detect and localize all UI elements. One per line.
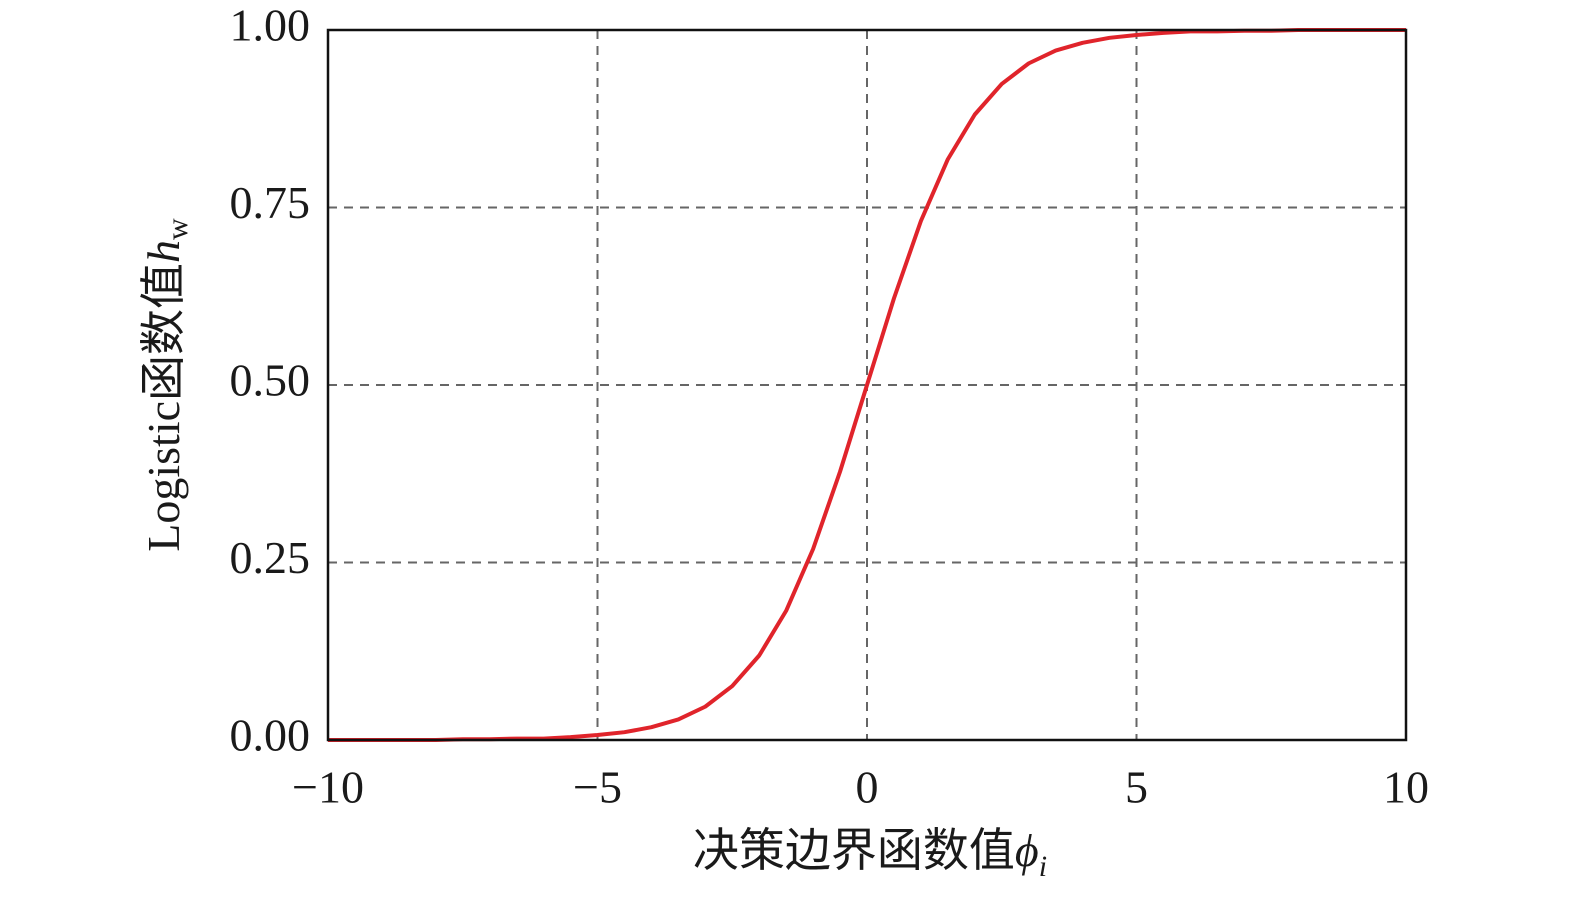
x-label-text: 决策边界函数值 xyxy=(693,825,1015,876)
x-tick-label: −5 xyxy=(573,762,622,813)
x-label-subscript: i xyxy=(1039,850,1047,883)
y-label-symbol: h xyxy=(138,240,189,263)
y-axis-label: Logistic函数值hw xyxy=(138,218,194,552)
y-tick-label: 0.00 xyxy=(230,710,311,761)
y-tick-label: 1.00 xyxy=(230,0,311,51)
y-label-text: Logistic函数值 xyxy=(138,263,189,552)
x-tick-label: 5 xyxy=(1125,762,1148,813)
x-axis-label: 决策边界函数值ϕi xyxy=(693,825,1047,883)
y-label-subscript: w xyxy=(161,218,194,240)
y-tick-label: 0.50 xyxy=(230,355,311,406)
x-tick-label: 10 xyxy=(1383,762,1429,813)
y-tick-label: 0.25 xyxy=(230,532,311,583)
x-tick-label: −10 xyxy=(292,762,364,813)
plot-frame xyxy=(326,28,1408,742)
y-tick-label: 0.75 xyxy=(230,177,311,228)
x-tick-label: 0 xyxy=(856,762,879,813)
x-label-symbol: ϕ xyxy=(1015,825,1039,876)
